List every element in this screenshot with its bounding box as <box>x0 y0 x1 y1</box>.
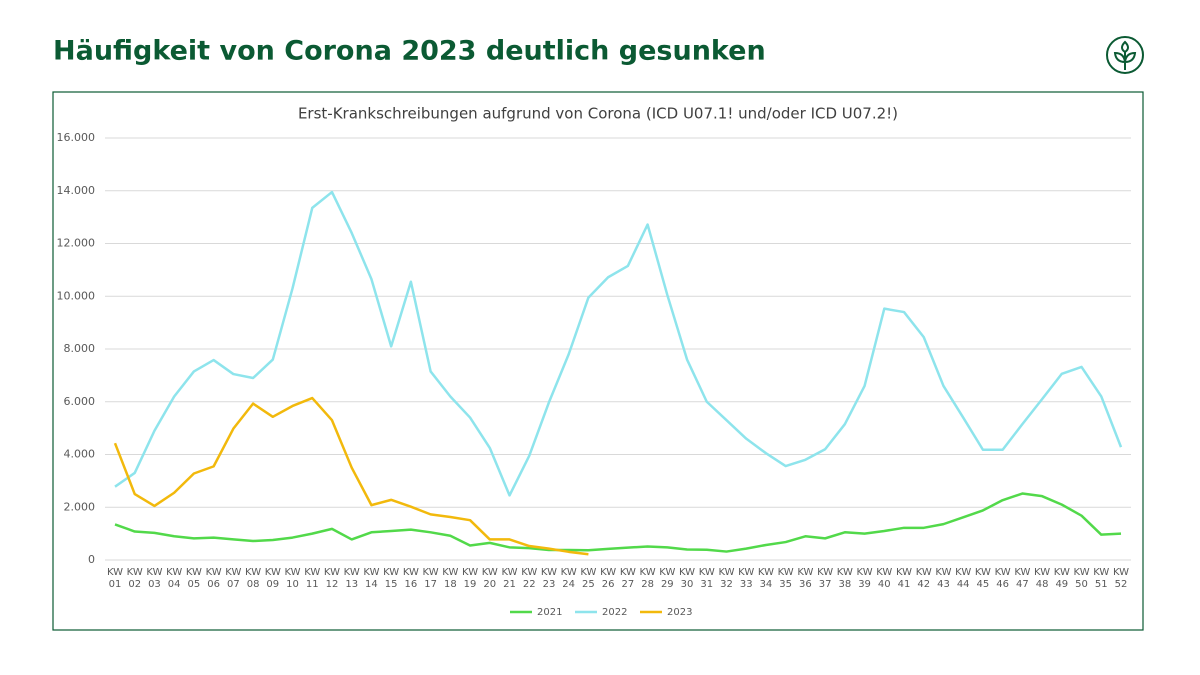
x-tick-label: KW 16 <box>402 567 419 590</box>
x-tick-label: KW 52 <box>1112 567 1130 590</box>
x-tick-label: KW 33 <box>738 567 755 590</box>
x-tick-label: KW 31 <box>698 567 715 590</box>
x-tick-label: KW 28 <box>639 567 656 590</box>
x-tick-label: KW 29 <box>659 567 676 590</box>
x-tick-label: KW 19 <box>462 567 479 590</box>
y-tick-label: 0 <box>88 553 95 566</box>
x-tick-label: KW 46 <box>994 567 1011 590</box>
y-tick-label: 4.000 <box>64 448 96 461</box>
chart-frame <box>52 91 1144 631</box>
x-tick-label: KW 38 <box>836 567 853 590</box>
x-tick-label: KW 09 <box>264 567 281 590</box>
x-tick-label: KW 11 <box>304 567 321 590</box>
legend-label: 2021 <box>537 607 562 618</box>
x-tick-label: KW 25 <box>580 567 597 590</box>
x-tick-label: KW 12 <box>323 567 341 590</box>
y-tick-label: 8.000 <box>64 342 96 355</box>
y-tick-label: 12.000 <box>57 237 96 250</box>
x-tick-label: KW 27 <box>619 567 636 590</box>
x-tick-label: KW 34 <box>757 567 774 590</box>
x-tick-label: KW 18 <box>442 567 459 590</box>
x-tick-label: KW 13 <box>343 567 360 590</box>
x-tick-label: KW 02 <box>126 567 143 590</box>
x-tick-label: KW 36 <box>797 567 814 590</box>
x-tick-label: KW 07 <box>225 567 242 590</box>
line-series <box>114 190 1123 497</box>
chart-title: Erst-Krankschreibungen aufgrund von Coro… <box>298 105 898 123</box>
x-tick-label: KW 47 <box>1014 567 1031 590</box>
x-tick-label: KW 23 <box>540 567 557 590</box>
x-tick-label: KW 26 <box>600 567 617 590</box>
x-tick-label: KW 21 <box>501 567 518 590</box>
x-tick-label: KW 37 <box>817 567 834 590</box>
x-tick-label: KW 05 <box>185 567 202 590</box>
x-tick-label: KW 14 <box>363 567 380 590</box>
x-tick-label: KW 41 <box>895 567 913 590</box>
x-tick-label: KW 03 <box>146 567 163 590</box>
x-tick-label: KW 22 <box>521 567 538 590</box>
x-tick-label: KW 10 <box>284 567 301 590</box>
x-tick-label: KW 35 <box>777 567 794 590</box>
x-tick-label: KW 24 <box>560 567 577 590</box>
legend-label: 2023 <box>667 607 692 618</box>
x-tick-label: KW 20 <box>481 567 498 590</box>
legend-label: 2022 <box>602 607 627 618</box>
x-tick-label: KW 45 <box>974 567 991 590</box>
x-tick-label: KW 39 <box>856 567 873 590</box>
x-tick-label: KW 48 <box>1034 567 1051 590</box>
x-tick-label: KW 32 <box>718 567 735 590</box>
x-tick-label: KW 15 <box>383 567 400 590</box>
x-tick-label: KW 42 <box>915 567 932 590</box>
y-tick-label: 16.000 <box>57 131 96 144</box>
y-tick-label: 2.000 <box>64 500 96 513</box>
x-tick-label: KW 30 <box>678 567 696 590</box>
x-tick-label: KW 50 <box>1073 567 1090 590</box>
x-tick-label: KW 08 <box>245 567 262 590</box>
x-tick-label: KW 43 <box>935 567 952 590</box>
x-tick-label: KW 44 <box>955 567 972 590</box>
x-tick-label: KW 17 <box>422 567 439 590</box>
slide-title: Häufigkeit von Corona 2023 deutlich gesu… <box>53 36 766 67</box>
y-tick-label: 14.000 <box>57 184 96 197</box>
x-tick-label: KW 01 <box>106 567 124 590</box>
line-series <box>113 396 589 556</box>
logo <box>1106 36 1144 74</box>
y-tick-label: 6.000 <box>64 395 96 408</box>
x-tick-label: KW 40 <box>876 567 893 590</box>
x-tick-label: KW 51 <box>1093 567 1110 590</box>
x-tick-label: KW 06 <box>205 567 222 590</box>
y-tick-label: 10.000 <box>57 289 96 302</box>
x-tick-label: KW 49 <box>1053 567 1070 590</box>
line-series <box>114 492 1122 553</box>
x-tick-label: KW 04 <box>166 567 183 590</box>
